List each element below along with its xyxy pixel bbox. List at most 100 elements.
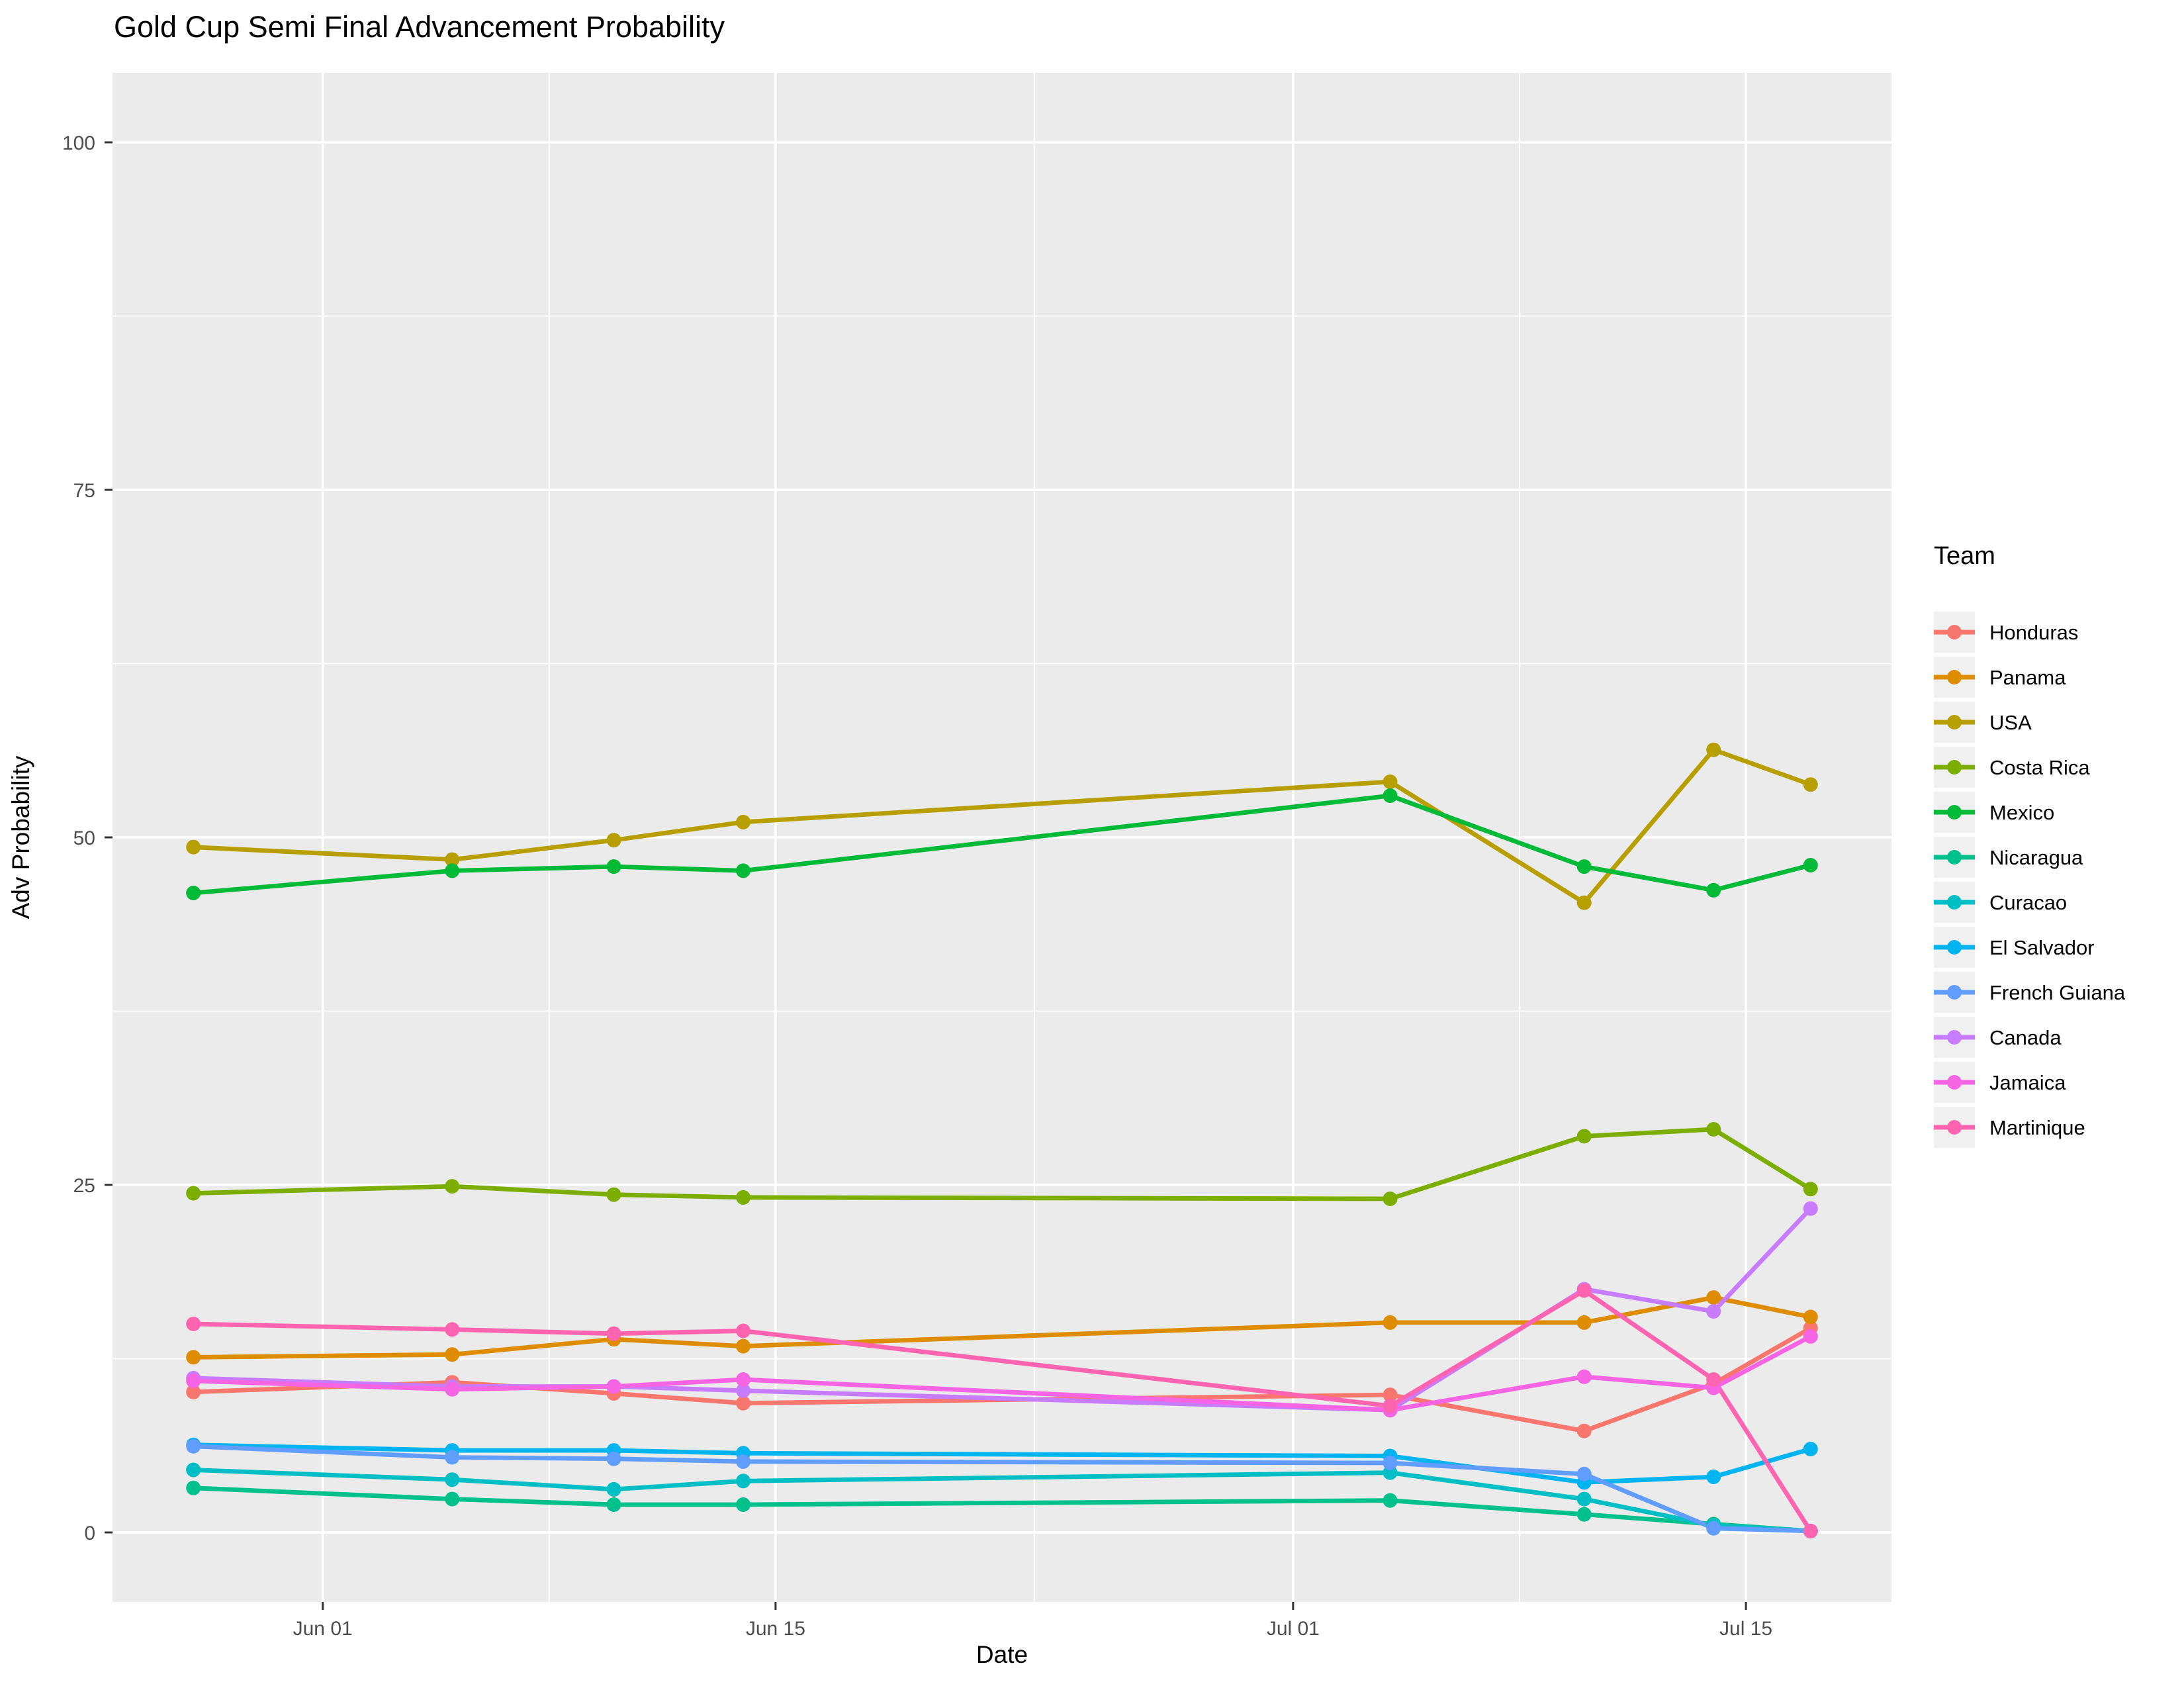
legend-key-point: [1947, 1030, 1962, 1045]
data-point-french-guiana: [445, 1450, 460, 1465]
series-line-canada: [193, 1207, 1813, 1413]
legend-item-usa: USA: [1934, 702, 2032, 743]
legend-key-point: [1947, 940, 1962, 955]
y-tick-label: 75: [73, 480, 95, 502]
data-point-martinique: [1383, 1398, 1398, 1413]
data-point-usa: [445, 852, 460, 867]
data-point-panama: [186, 1350, 201, 1365]
data-point-panama: [1706, 1290, 1721, 1305]
legend-key-point: [1947, 1120, 1962, 1135]
data-point-mexico: [186, 886, 201, 900]
data-point-honduras: [736, 1395, 751, 1411]
data-point-usa: [1383, 774, 1398, 789]
data-point-canada: [1803, 1201, 1818, 1216]
axis-tick-labels: Jun 01 Jun 15 Jul 01 Jul 15 0 25 50 75 100: [62, 132, 1772, 1640]
legend-title: Team: [1934, 542, 1995, 570]
legend-label: Costa Rica: [1989, 756, 2090, 779]
y-tick-label: 100: [62, 132, 95, 154]
data-point-mexico: [445, 863, 460, 878]
data-point-martinique: [1803, 1523, 1818, 1538]
data-point-costa-rica: [1383, 1192, 1398, 1206]
y-tick-label: 25: [73, 1175, 95, 1197]
legend-item-martinique: Martinique: [1934, 1107, 2085, 1148]
legend-item-el-salvador: El Salvador: [1934, 927, 2095, 968]
data-point-french-guiana: [1383, 1456, 1398, 1470]
data-point-french-guiana: [1576, 1466, 1592, 1481]
data-point-usa: [1576, 895, 1592, 910]
legend-key-point: [1947, 985, 1962, 1000]
legend-item-mexico: Mexico: [1934, 792, 2054, 833]
legend-label: Honduras: [1989, 621, 2078, 644]
data-point-costa-rica: [1803, 1182, 1818, 1197]
data-point-el-salvador: [1803, 1442, 1818, 1456]
legend-item-honduras: Honduras: [1934, 612, 2078, 653]
legend-item-panama: Panama: [1934, 657, 2066, 698]
series-line-mexico: [193, 793, 1811, 896]
data-point-honduras: [186, 1384, 201, 1399]
legend-label: Nicaragua: [1989, 846, 2083, 869]
legend-key-point: [1947, 1075, 1962, 1090]
data-point-costa-rica: [186, 1186, 201, 1201]
data-point-usa: [186, 839, 201, 855]
x-tick-label: Jul 15: [1719, 1618, 1772, 1640]
axis-ticks: [105, 141, 1747, 1610]
data-point-mexico: [1383, 788, 1398, 803]
legend-key-point: [1947, 805, 1962, 820]
data-point-jamaica: [1576, 1369, 1592, 1384]
series-points: [186, 742, 1818, 1538]
legend-label: French Guiana: [1989, 981, 2126, 1004]
legend-item-nicaragua: Nicaragua: [1934, 837, 2083, 878]
legend-label: Curacao: [1989, 891, 2067, 914]
data-point-french-guiana: [186, 1438, 201, 1454]
data-point-french-guiana: [606, 1451, 621, 1466]
data-point-panama: [1383, 1315, 1398, 1330]
series-line-martinique: [193, 1288, 1813, 1532]
data-point-nicaragua: [736, 1497, 751, 1512]
data-point-nicaragua: [1576, 1507, 1592, 1522]
data-point-usa: [606, 833, 621, 848]
data-point-curacao: [736, 1474, 751, 1489]
legend-key-point: [1947, 625, 1962, 639]
data-point-panama: [1803, 1309, 1818, 1325]
data-point-panama: [445, 1347, 460, 1362]
series-line-el-salvador: [193, 1442, 1811, 1485]
data-point-panama: [1576, 1315, 1592, 1330]
legend-label: USA: [1989, 711, 2032, 734]
y-axis-title: Adv Probability: [7, 755, 34, 919]
legend-label: Martinique: [1989, 1116, 2085, 1139]
data-point-mexico: [606, 859, 621, 874]
data-point-mexico: [1706, 882, 1721, 898]
legend-label: Panama: [1989, 666, 2066, 689]
legend-item-canada: Canada: [1934, 1017, 2062, 1058]
data-point-martinique: [1706, 1372, 1721, 1387]
data-point-mexico: [1803, 858, 1818, 872]
legend: Honduras Panama USA Costa Rica Mexico Nicarag…: [1934, 612, 2126, 1148]
data-point-curacao: [1576, 1491, 1592, 1507]
legend-label: Mexico: [1989, 801, 2054, 824]
series-line-jamaica: [193, 1334, 1812, 1413]
y-tick-label: 0: [84, 1523, 95, 1544]
data-point-mexico: [736, 863, 751, 878]
legend-key-point: [1947, 670, 1962, 684]
data-point-canada: [736, 1383, 751, 1398]
data-point-jamaica: [445, 1382, 460, 1397]
data-point-mexico: [1576, 859, 1592, 874]
x-tick-label: Jun 15: [746, 1618, 805, 1640]
legend-label: Jamaica: [1989, 1071, 2066, 1094]
data-point-curacao: [606, 1481, 621, 1497]
data-point-curacao: [186, 1462, 201, 1477]
legend-item-french-guiana: French Guiana: [1934, 972, 2126, 1013]
data-point-martinique: [736, 1323, 751, 1338]
legend-item-jamaica: Jamaica: [1934, 1062, 2066, 1103]
data-point-nicaragua: [1383, 1493, 1398, 1508]
legend-key-point: [1947, 760, 1962, 774]
data-point-curacao: [445, 1472, 460, 1487]
series-line-french-guiana: [193, 1444, 1811, 1534]
data-point-costa-rica: [736, 1190, 751, 1205]
legend-key-point: [1947, 850, 1962, 865]
x-tick-label: Jul 01: [1267, 1618, 1320, 1640]
data-point-jamaica: [186, 1374, 201, 1389]
legend-item-curacao: Curacao: [1934, 882, 2067, 923]
